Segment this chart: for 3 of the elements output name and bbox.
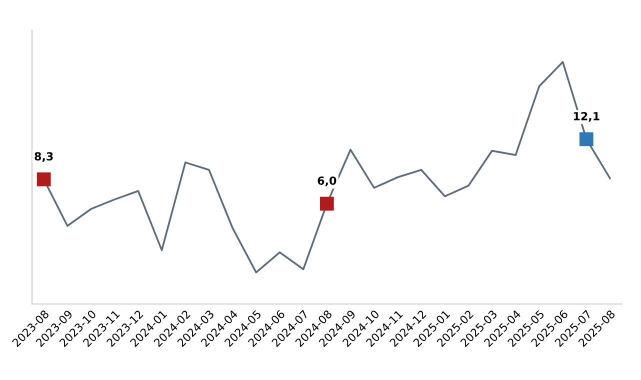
data-label: 12,1 xyxy=(574,112,600,122)
data-label: 8,3 xyxy=(34,152,53,162)
data-label: 6,0 xyxy=(318,176,336,186)
